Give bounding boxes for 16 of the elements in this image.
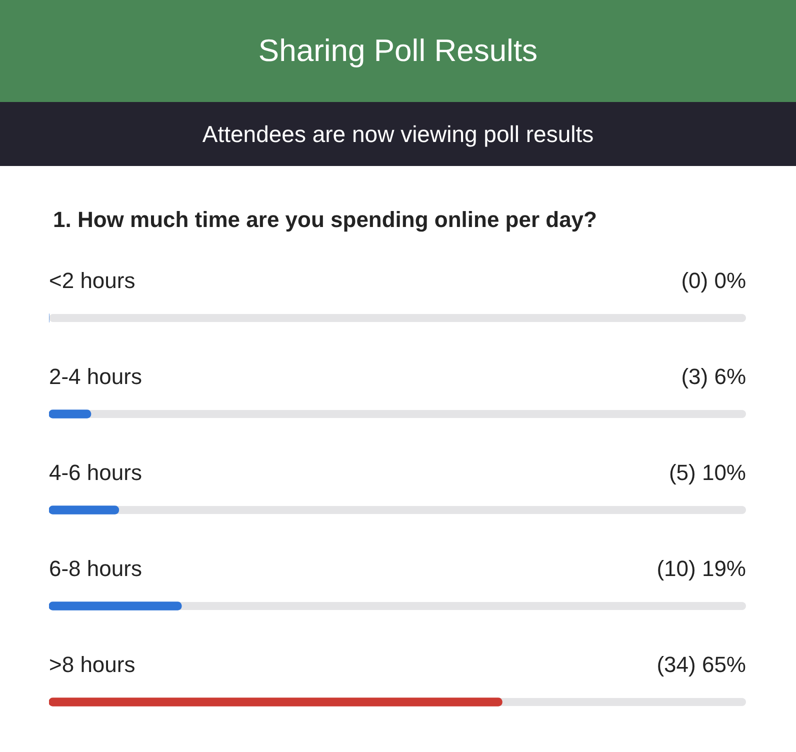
text: 1. How much time are you spending online per day? xyxy=(53,206,598,234)
bar xyxy=(49,506,120,514)
data-label: (10) 19% xyxy=(656,556,746,582)
y-tick-label: 4-6 hours xyxy=(49,460,142,486)
data-label: (34) 65% xyxy=(656,652,746,678)
data-label: (0) 0% xyxy=(681,268,746,294)
data-label: (3) 6% xyxy=(681,364,746,390)
y-tick-label: 6-8 hours xyxy=(49,556,142,582)
bar xyxy=(49,602,182,610)
y-tick-label: >8 hours xyxy=(49,652,136,678)
data-label: (5) 10% xyxy=(668,460,746,486)
y-tick-label: 2-4 hours xyxy=(49,364,142,390)
y-tick-label: <2 hours xyxy=(49,268,136,294)
chart-title: Sharing Poll Results xyxy=(0,0,796,102)
bar xyxy=(49,410,92,418)
chart-subtitle: Attendees are now viewing poll results xyxy=(0,102,796,166)
